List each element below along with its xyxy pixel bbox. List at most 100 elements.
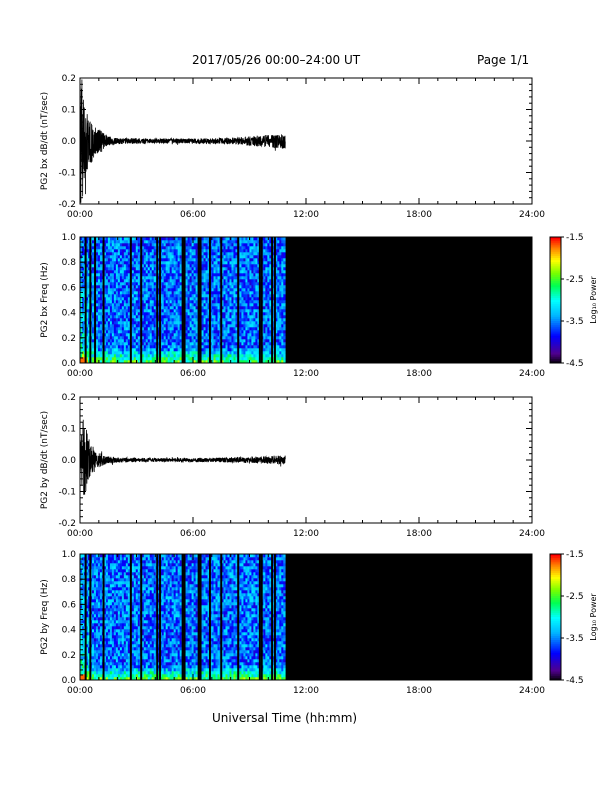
spectrogram-cell [185, 303, 188, 307]
spectrogram-cell [265, 315, 268, 319]
spectrogram-cell [125, 240, 129, 244]
spectrogram-cell [185, 300, 188, 304]
spectrogram-cell [251, 327, 254, 331]
spectrogram-cell [81, 572, 85, 576]
spectrogram-cell [283, 324, 286, 328]
spectrogram-cell [263, 240, 266, 244]
spectrogram-cell [103, 240, 107, 244]
spectrogram-cell [80, 300, 83, 304]
spectrogram-cell [80, 620, 83, 624]
spectrogram-cell [161, 309, 165, 313]
spectrogram-cell [125, 291, 129, 295]
spectrogram-cell [177, 360, 180, 364]
spectrogram-cell [255, 327, 258, 331]
spectrogram-cell [127, 336, 131, 340]
spectrogram-cell [95, 327, 99, 331]
y-axis-label: PG2 bx Freq (Hz) [40, 262, 50, 338]
spectrogram-cell [245, 297, 248, 301]
spectrogram-cell [149, 291, 153, 295]
spectrogram-cell [173, 252, 176, 256]
spectrogram-cell [255, 318, 258, 322]
spectrogram-cell [189, 324, 192, 328]
spectrogram-cell [275, 339, 278, 343]
spectrogram-cell [269, 351, 272, 355]
spectrogram-cell [109, 321, 113, 325]
spectrogram-cell [95, 261, 99, 265]
spectrogram-cell [223, 273, 226, 277]
spectrogram-cell [125, 246, 129, 250]
spectrogram-cell [173, 249, 176, 253]
spectrogram-cell [225, 264, 228, 268]
spectrogram-cell [95, 315, 99, 319]
spectrogram-cell [163, 288, 167, 292]
spectrogram-cell [203, 288, 206, 292]
spectrogram-cell [225, 333, 228, 337]
spectrogram-cell [283, 273, 286, 277]
spectrogram-cell [91, 339, 95, 343]
spectrogram-cell [105, 246, 109, 250]
x-tick-label: 00:00 [67, 369, 93, 379]
spectrogram-cell [243, 330, 246, 334]
spectrogram-cell [217, 318, 220, 322]
spectrogram-cell [123, 294, 127, 298]
spectrogram-cell [149, 288, 153, 292]
spectrogram-cell [213, 351, 216, 355]
spectrogram-cell [127, 309, 131, 313]
spectrogram-cell [269, 354, 272, 358]
spectrogram-cell [115, 279, 119, 283]
spectrogram-cell [80, 315, 83, 319]
spectrogram-cell [137, 339, 141, 343]
spectrogram-cell [169, 261, 172, 265]
spectrogram-cell [131, 276, 135, 280]
colorbar-segment [550, 316, 561, 320]
spectrogram-cell [213, 303, 216, 307]
spectrogram-cell [121, 243, 125, 247]
spectrogram-cell [171, 240, 174, 244]
spectrogram-cell [203, 252, 206, 256]
spectrogram-cell [279, 336, 282, 340]
spectrogram-cell [165, 270, 168, 274]
spectrogram-cell [153, 351, 157, 355]
spectrogram-cell [263, 339, 266, 343]
spectrogram-cell [175, 264, 178, 268]
spectrogram-cell [249, 282, 252, 286]
spectrogram-cell [255, 324, 258, 328]
spectrogram-cell [235, 330, 238, 334]
spectrogram-cell [201, 354, 204, 358]
spectrogram-cell [143, 249, 147, 253]
spectrogram-cell [157, 297, 161, 301]
spectrogram-cell [195, 267, 198, 271]
spectrogram-cell [227, 243, 230, 247]
spectrogram-cell [137, 342, 141, 346]
spectrogram-cell [85, 243, 89, 247]
spectrogram-cell [147, 300, 151, 304]
spectrogram-cell [99, 255, 103, 259]
spectrogram-cell [80, 342, 83, 346]
spectrogram-cell [111, 324, 115, 328]
spectrogram-cell [189, 360, 192, 364]
spectrogram-cell [205, 309, 208, 313]
spectrogram-cell [80, 273, 83, 277]
spectrogram-cell [177, 345, 180, 349]
spectrogram-cell [241, 330, 244, 334]
spectrogram-cell [117, 309, 121, 313]
spectrogram-cell [175, 276, 178, 280]
spectrogram-cell [221, 306, 224, 310]
spectrogram-cell [107, 264, 111, 268]
spectrogram-cell [257, 264, 260, 268]
spectrogram-cell [167, 324, 170, 328]
spectrogram-cell [203, 264, 206, 268]
spectrogram-cell [87, 249, 91, 253]
spectrogram-cell [267, 255, 270, 259]
spectrogram-cell [165, 342, 168, 346]
spectrogram-cell [87, 288, 91, 292]
spectrogram-cell [215, 318, 218, 322]
spectrogram-cell [215, 360, 218, 364]
spectrogram-cell [107, 297, 111, 301]
spectrogram-cell [111, 270, 115, 274]
spectrogram-cell [115, 273, 119, 277]
spectrogram-cell [81, 237, 85, 241]
spectrogram-cell [107, 258, 111, 262]
spectrogram-cell [119, 270, 123, 274]
spectrogram-cell [97, 276, 101, 280]
